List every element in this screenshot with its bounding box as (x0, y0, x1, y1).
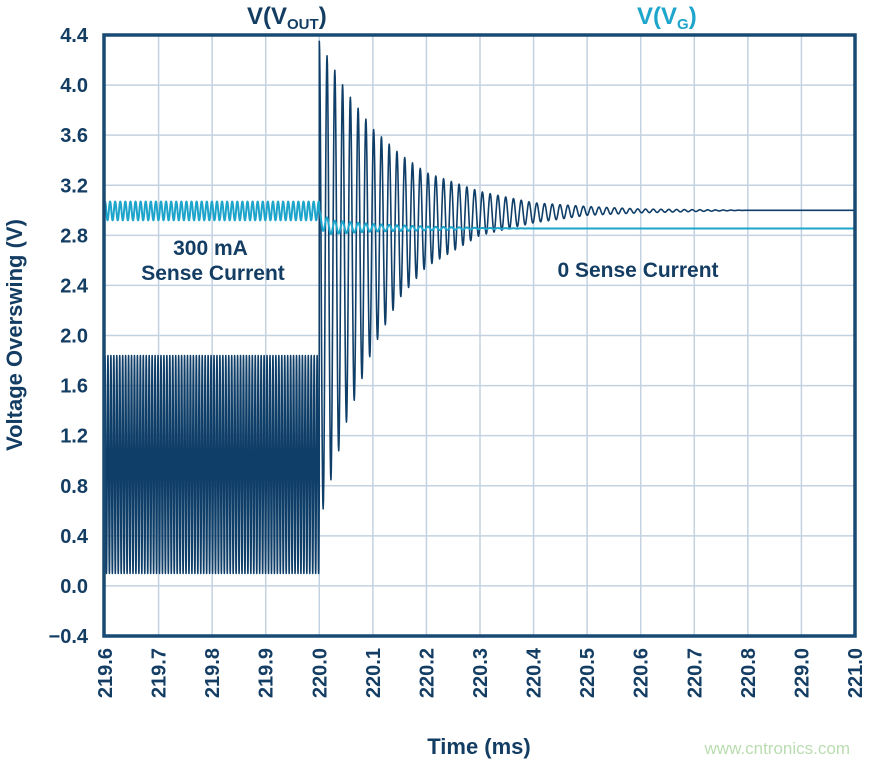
annotation-300ma: 300 mA Sense Current (141, 237, 285, 285)
y-tick-label: 0.4 (60, 526, 89, 548)
y-tick-label: 3.6 (60, 125, 88, 147)
x-tick-label: 220.5 (577, 648, 599, 698)
grid (105, 35, 855, 636)
x-tick-label: 220.1 (363, 648, 385, 698)
watermark: www.cntronics.com (704, 739, 850, 758)
x-tick-label: 220.4 (524, 647, 546, 698)
series-vout-line (104, 40, 856, 575)
y-tick-label: 1.2 (60, 426, 88, 448)
plot-frame (102, 33, 857, 638)
y-tick-label: −0.4 (49, 626, 89, 648)
y-tick-label: 4.0 (60, 75, 88, 97)
y-tick-label: 4.4 (60, 25, 89, 47)
annotation-0-sense: 0 Sense Current (557, 259, 718, 282)
x-tick-labels: 219.6 219.7 219.8 219.9 220.0 220.1 220.2 220.3… (95, 647, 867, 698)
x-tick-label: 219.8 (202, 648, 224, 698)
y-tick-labels: −0.4 0.0 0.4 0.8 1.2 1.6 2.0 2.4 2.8 3.2 3.6 4.0 4.4 (49, 25, 89, 648)
y-tick-label: 2.8 (60, 225, 88, 247)
y-tick-label: 3.2 (60, 175, 88, 197)
x-tick-label: 219.6 (95, 648, 117, 698)
legend-vg: V(VG) (637, 3, 697, 33)
legend-vout: V(VOUT) (247, 3, 327, 33)
series-group (104, 40, 856, 575)
y-tick-label: 2.0 (60, 326, 88, 348)
x-tick-label: 220.3 (470, 648, 492, 698)
x-tick-label: 221.0 (845, 648, 867, 698)
x-tick-label: 220.8 (738, 648, 760, 698)
series-vg-line (104, 200, 856, 236)
y-tick-label: 0.8 (60, 476, 88, 498)
x-tick-label: 220.0 (309, 648, 331, 698)
x-axis-label: Time (ms) (427, 734, 531, 759)
x-tick-label: 220.2 (416, 648, 438, 698)
x-tick-label: 220.7 (684, 648, 706, 698)
x-tick-label: 219.7 (149, 648, 171, 698)
y-tick-label: 2.4 (60, 275, 89, 297)
y-axis-label: Voltage Overswing (V) (2, 219, 27, 451)
x-tick-label: 229.0 (791, 648, 813, 698)
y-tick-label: 0.0 (60, 576, 88, 598)
x-tick-label: 220.6 (631, 648, 653, 698)
y-tick-label: 1.6 (60, 376, 88, 398)
x-tick-label: 219.9 (256, 648, 278, 698)
